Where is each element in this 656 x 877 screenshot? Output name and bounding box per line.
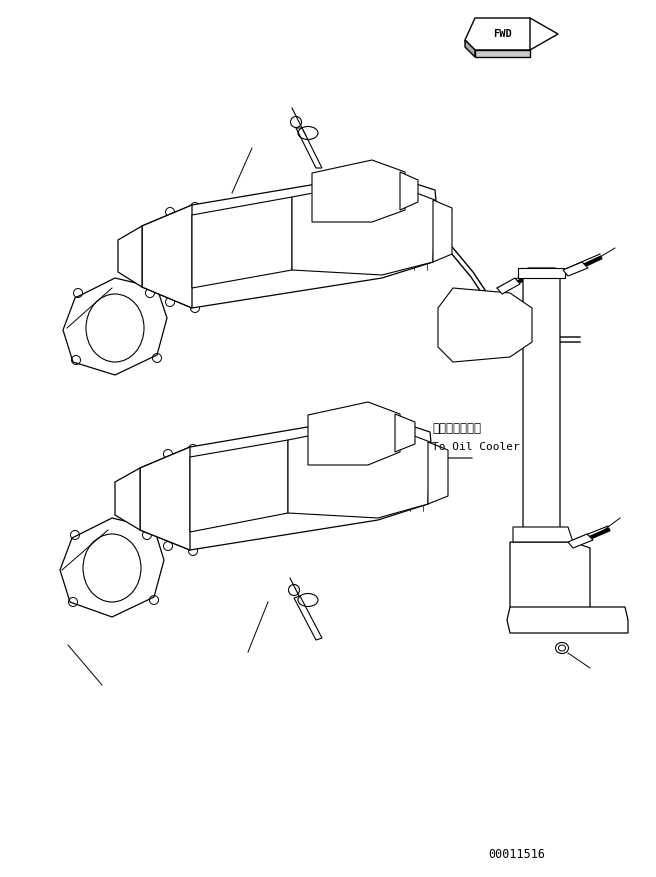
- Polygon shape: [140, 447, 190, 550]
- Polygon shape: [433, 200, 452, 262]
- Polygon shape: [308, 402, 400, 465]
- Polygon shape: [563, 262, 588, 276]
- Polygon shape: [465, 18, 540, 50]
- Polygon shape: [400, 172, 418, 210]
- Polygon shape: [518, 268, 565, 278]
- Text: オイルクーラヘ: オイルクーラヘ: [432, 422, 481, 435]
- Polygon shape: [497, 278, 520, 294]
- Polygon shape: [465, 40, 475, 57]
- Text: To Oil Cooler: To Oil Cooler: [432, 442, 520, 452]
- Polygon shape: [530, 18, 558, 50]
- Polygon shape: [507, 607, 628, 633]
- Polygon shape: [63, 278, 167, 375]
- Polygon shape: [510, 542, 590, 615]
- Polygon shape: [115, 468, 140, 530]
- Polygon shape: [292, 180, 435, 275]
- Polygon shape: [60, 518, 164, 617]
- Polygon shape: [142, 173, 438, 308]
- Polygon shape: [294, 596, 322, 640]
- Polygon shape: [513, 527, 573, 542]
- Polygon shape: [288, 422, 430, 518]
- Polygon shape: [475, 50, 530, 57]
- Polygon shape: [438, 288, 532, 362]
- Polygon shape: [312, 160, 405, 222]
- Text: FWD: FWD: [493, 29, 512, 39]
- Polygon shape: [568, 534, 593, 548]
- Text: 00011516: 00011516: [488, 848, 545, 861]
- Polygon shape: [523, 268, 560, 537]
- Polygon shape: [192, 197, 292, 288]
- Polygon shape: [142, 205, 192, 308]
- Polygon shape: [296, 128, 322, 168]
- Polygon shape: [428, 442, 448, 504]
- Polygon shape: [140, 415, 433, 550]
- Polygon shape: [118, 226, 142, 287]
- Polygon shape: [395, 414, 415, 452]
- Polygon shape: [190, 440, 288, 532]
